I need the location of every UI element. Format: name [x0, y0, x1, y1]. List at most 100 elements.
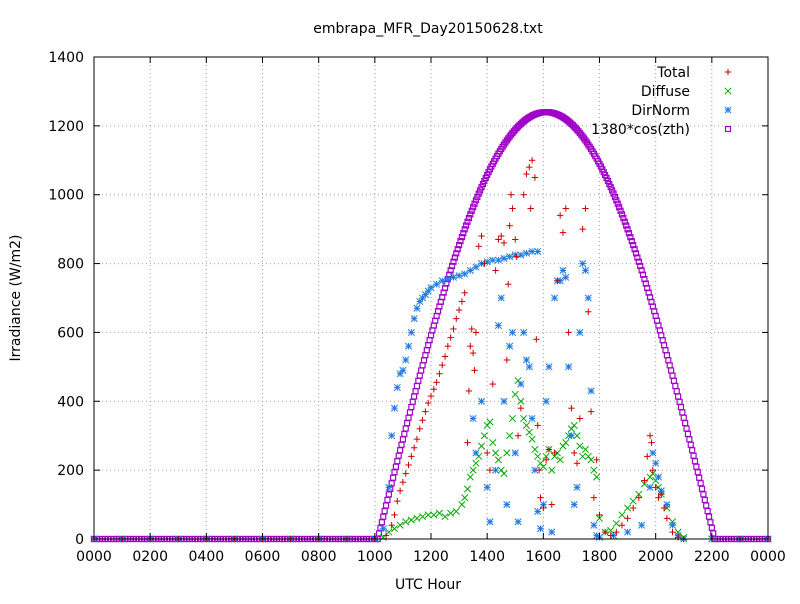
chart-title: embrapa_MFR_Day20150628.txt [313, 21, 543, 37]
data-point [419, 417, 426, 424]
data-point [498, 232, 505, 240]
data-point [472, 449, 480, 457]
curve-point [618, 211, 626, 218]
curve-point [467, 211, 474, 218]
data-point [520, 328, 528, 336]
curve-point [632, 250, 640, 257]
data-point [492, 466, 500, 474]
data-point [663, 501, 671, 509]
data-point [517, 404, 525, 412]
data-point [468, 325, 475, 333]
curve-point [458, 234, 465, 241]
data-point [458, 501, 466, 509]
data-point [640, 480, 648, 488]
data-point [461, 270, 469, 278]
data-point [587, 408, 595, 415]
data-point [554, 277, 561, 284]
curve-point [472, 197, 480, 204]
data-point [394, 497, 401, 505]
data-point [658, 491, 665, 498]
curve-point [611, 193, 619, 201]
data-point [657, 487, 665, 495]
data-point [579, 260, 587, 268]
curve-point [616, 204, 623, 211]
y-tick-label: 1400 [48, 50, 84, 66]
data-point [526, 163, 533, 171]
curve-point [609, 187, 616, 194]
data-point [500, 470, 508, 478]
data-point [503, 449, 511, 457]
data-point [500, 397, 508, 405]
data-point [396, 487, 404, 494]
data-point [509, 205, 516, 212]
data-point [408, 453, 415, 460]
data-point [430, 511, 438, 519]
y-tick-label: 200 [57, 463, 84, 479]
data-point [477, 397, 486, 405]
data-point [390, 525, 399, 533]
data-point [505, 281, 512, 288]
data-point [441, 353, 449, 360]
curve-point [606, 180, 613, 188]
curve-point [635, 258, 642, 265]
curve-point [474, 193, 481, 201]
curve-point [607, 184, 614, 191]
curve-point [623, 222, 630, 229]
curve-point [453, 250, 460, 257]
data-point [463, 485, 472, 493]
data-point [551, 449, 558, 457]
x-tick-label: 1000 [357, 549, 393, 565]
curve-point [634, 254, 641, 261]
data-point [511, 390, 519, 398]
data-point [548, 466, 556, 474]
data-point [435, 509, 443, 517]
data-point [506, 342, 514, 350]
data-point [427, 392, 435, 400]
data-point [489, 380, 496, 388]
data-point [601, 528, 609, 536]
data-point [433, 280, 441, 288]
data-point [648, 439, 655, 446]
data-point [596, 511, 603, 519]
curve-point [478, 184, 485, 191]
data-point [568, 404, 575, 412]
data-point [444, 275, 452, 283]
y-tick-label: 600 [57, 325, 84, 341]
data-point [527, 205, 534, 212]
data-point [453, 315, 460, 322]
data-point [481, 260, 488, 267]
data-point [430, 386, 438, 393]
x-tick-label: 1800 [582, 549, 618, 565]
data-point [390, 404, 399, 412]
x-tick-label: 0000 [750, 549, 786, 565]
data-point [528, 157, 536, 164]
data-point [613, 528, 620, 536]
data-point [635, 490, 643, 498]
data-point [511, 449, 519, 457]
data-point [450, 325, 457, 333]
data-point [410, 444, 418, 451]
data-point [534, 452, 542, 460]
data-point [649, 470, 657, 478]
curve-point [617, 207, 624, 214]
data-point [668, 521, 677, 529]
data-point [542, 452, 550, 460]
legend-label: Diffuse [641, 84, 690, 100]
data-point [407, 516, 415, 524]
data-point [494, 321, 502, 330]
data-point [471, 367, 478, 374]
data-point [405, 461, 412, 469]
data-point [486, 466, 494, 474]
curve-point [614, 200, 621, 207]
data-point [486, 518, 494, 526]
data-point [674, 528, 682, 536]
curve-point [613, 197, 620, 204]
data-point [542, 397, 550, 405]
data-point [559, 229, 567, 236]
data-point [399, 366, 407, 374]
data-point [475, 243, 482, 250]
data-point [646, 432, 654, 439]
data-point [449, 273, 458, 281]
data-point [439, 361, 446, 369]
